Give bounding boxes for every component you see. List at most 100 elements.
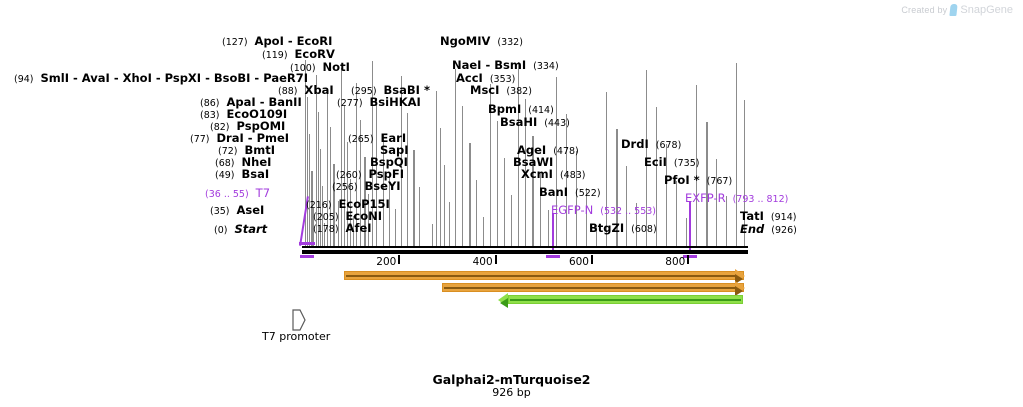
enzyme-label-xbai[interactable]: (88) XbaI	[278, 84, 334, 97]
primer-label-exfp-r[interactable]: EXFP-R (793 .. 812)	[685, 191, 788, 205]
enzyme-label-bsahi[interactable]: BsaHI (443)	[500, 116, 570, 129]
enzyme-label-apoi-ecori[interactable]: (127) ApoI - EcoRI	[222, 34, 333, 48]
enzyme-position: (483)	[559, 170, 586, 181]
enzyme-label-pfoi *[interactable]: PfoI * (767)	[664, 174, 732, 187]
primer-leader-line	[552, 213, 554, 253]
enzyme-label-bsai[interactable]: (49) BsaI	[215, 168, 269, 181]
enzyme-label-ecii[interactable]: EciI (735)	[644, 156, 700, 169]
enzyme-name: ApoI	[254, 34, 284, 48]
enzyme-label-start[interactable]: (0) Start	[214, 223, 267, 236]
leader-line	[413, 150, 415, 246]
enzyme-position: (265)	[348, 134, 374, 145]
enzyme-name: AseI	[236, 203, 265, 217]
feature-arrow[interactable]	[442, 280, 745, 296]
enzyme-name: NotI	[322, 60, 350, 74]
leader-line	[353, 216, 354, 246]
enzyme-name: AvaI	[81, 71, 110, 85]
enzyme-label-noti[interactable]: (100) NotI	[290, 60, 350, 74]
leader-line	[666, 144, 667, 246]
enzyme-label-naei-bsmi[interactable]: NaeI - BsmI (334)	[452, 58, 559, 72]
leader-line	[330, 127, 331, 246]
enzyme-label-acci[interactable]: AccI (353)	[456, 72, 515, 85]
enzyme-label-drai-pmei[interactable]: (77) DraI - PmeI	[190, 131, 289, 145]
leader-line	[383, 135, 384, 246]
enzyme-label-bsawi[interactable]: BsaWI	[513, 156, 553, 168]
ruler-tick	[590, 255, 593, 264]
enzyme-name: TatI	[740, 209, 764, 223]
feature-arrow[interactable]	[498, 292, 743, 308]
leader-line	[338, 201, 339, 246]
enzyme-name: MscI	[470, 83, 500, 97]
leader-line	[686, 218, 687, 246]
enzyme-position: (68)	[215, 158, 235, 169]
enzyme-label-end[interactable]: End (926)	[740, 223, 797, 236]
enzyme-name: PspFI	[368, 167, 404, 181]
enzyme-position: (295)	[351, 86, 377, 97]
enzyme-position: (522)	[575, 188, 601, 199]
feature-arrow-head-icon	[735, 280, 745, 296]
enzyme-label-bspqi[interactable]: BspQI	[370, 156, 408, 168]
enzyme-name: SmlI	[40, 71, 70, 85]
enzyme-position: (735)	[673, 158, 700, 169]
enzyme-name: BsmI	[494, 58, 527, 72]
enzyme-name: DrdI	[621, 137, 649, 151]
enzyme-name: BtgZI	[589, 221, 625, 235]
leader-line	[504, 158, 505, 246]
enzyme-label-drdi[interactable]: DrdI (678)	[621, 137, 681, 151]
enzyme-label-ecoo109i[interactable]: (83) EcoO109I	[200, 108, 287, 121]
leader-line	[511, 195, 512, 246]
enzyme-label-ecorv[interactable]: (119) EcoRV	[262, 48, 335, 61]
enzyme-position: (100)	[290, 63, 316, 74]
enzyme-name: EcoRI	[296, 34, 333, 48]
enzyme-label-bmti[interactable]: (72) BmtI	[218, 144, 275, 157]
enzyme-separator: -	[255, 95, 269, 109]
primer-name: EXFP-R	[685, 191, 726, 205]
leader-line	[356, 83, 357, 246]
enzyme-label-bani[interactable]: BanI (522)	[539, 186, 601, 199]
feature-arrow-head-icon	[498, 292, 508, 308]
primer-marker-bar	[683, 255, 697, 258]
enzyme-name: NaeI	[452, 58, 482, 72]
enzyme-label-eari[interactable]: (265) EarI	[348, 132, 406, 145]
enzyme-label-smli-avai-xhoi-pspxi-bsobi-paer7i[interactable]: (94) SmlI - AvaI - XhoI - PspXI - BsoBI …	[14, 71, 308, 85]
enzyme-label-bsabi *[interactable]: (295) BsaBI *	[351, 84, 430, 97]
enzyme-label-ecop15i[interactable]: (216) EcoP15I	[306, 198, 390, 211]
enzyme-label-btgzi[interactable]: BtgZI (608)	[589, 221, 657, 235]
enzyme-label-nhei[interactable]: (68) NheI	[215, 156, 271, 169]
leader-line	[327, 90, 328, 246]
enzyme-label-asei[interactable]: (35) AseI	[210, 203, 265, 217]
primer-leader-line	[689, 201, 691, 253]
leader-line	[341, 68, 342, 246]
enzyme-position: (414)	[528, 105, 554, 116]
enzyme-label-ngomiv[interactable]: NgoMIV (332)	[440, 35, 523, 48]
enzyme-name: DraI	[216, 131, 244, 145]
enzyme-label-apai-banii[interactable]: (86) ApaI - BanII	[200, 95, 302, 109]
primer-label-egfp-n[interactable]: EGFP-N (532 .. 553)	[551, 204, 656, 217]
t7-promoter-feature[interactable]	[291, 309, 307, 335]
leader-line	[525, 99, 526, 246]
primer-label-t7[interactable]: (36 .. 55) T7	[205, 187, 270, 200]
leader-line	[469, 143, 471, 246]
enzyme-label-afei[interactable]: (178) AfeI	[313, 222, 372, 235]
enzyme-label-pspomi[interactable]: (82) PspOMI	[210, 120, 285, 133]
enzyme-position: (478)	[553, 146, 579, 157]
enzyme-label-bpmi[interactable]: BpmI (414)	[488, 103, 554, 116]
enzyme-label-xcmi[interactable]: XcmI (483)	[521, 168, 586, 181]
enzyme-label-pspfi[interactable]: (260) PspFI	[336, 167, 404, 181]
watermark-prefix: Created by	[901, 5, 948, 15]
enzyme-position: (119)	[262, 50, 288, 61]
enzyme-label-econi[interactable]: (205) EcoNI	[313, 210, 382, 223]
sequence-length: 926 bp	[492, 386, 531, 399]
ruler-tick	[494, 255, 497, 264]
enzyme-separator: -	[283, 34, 297, 48]
enzyme-label-msci[interactable]: MscI (382)	[470, 83, 532, 97]
leader-line	[532, 136, 534, 246]
enzyme-label-sapi[interactable]: SapI	[380, 144, 409, 156]
feature-arrow[interactable]	[344, 268, 745, 284]
enzyme-label-bseyi[interactable]: (256) BseYI	[332, 180, 401, 193]
enzyme-label-bsihkai[interactable]: (277) BsiHKAI	[337, 96, 421, 109]
leader-line	[432, 224, 433, 246]
enzyme-label-agei[interactable]: AgeI (478)	[517, 144, 579, 157]
enzyme-label-tati[interactable]: TatI (914)	[740, 209, 796, 223]
